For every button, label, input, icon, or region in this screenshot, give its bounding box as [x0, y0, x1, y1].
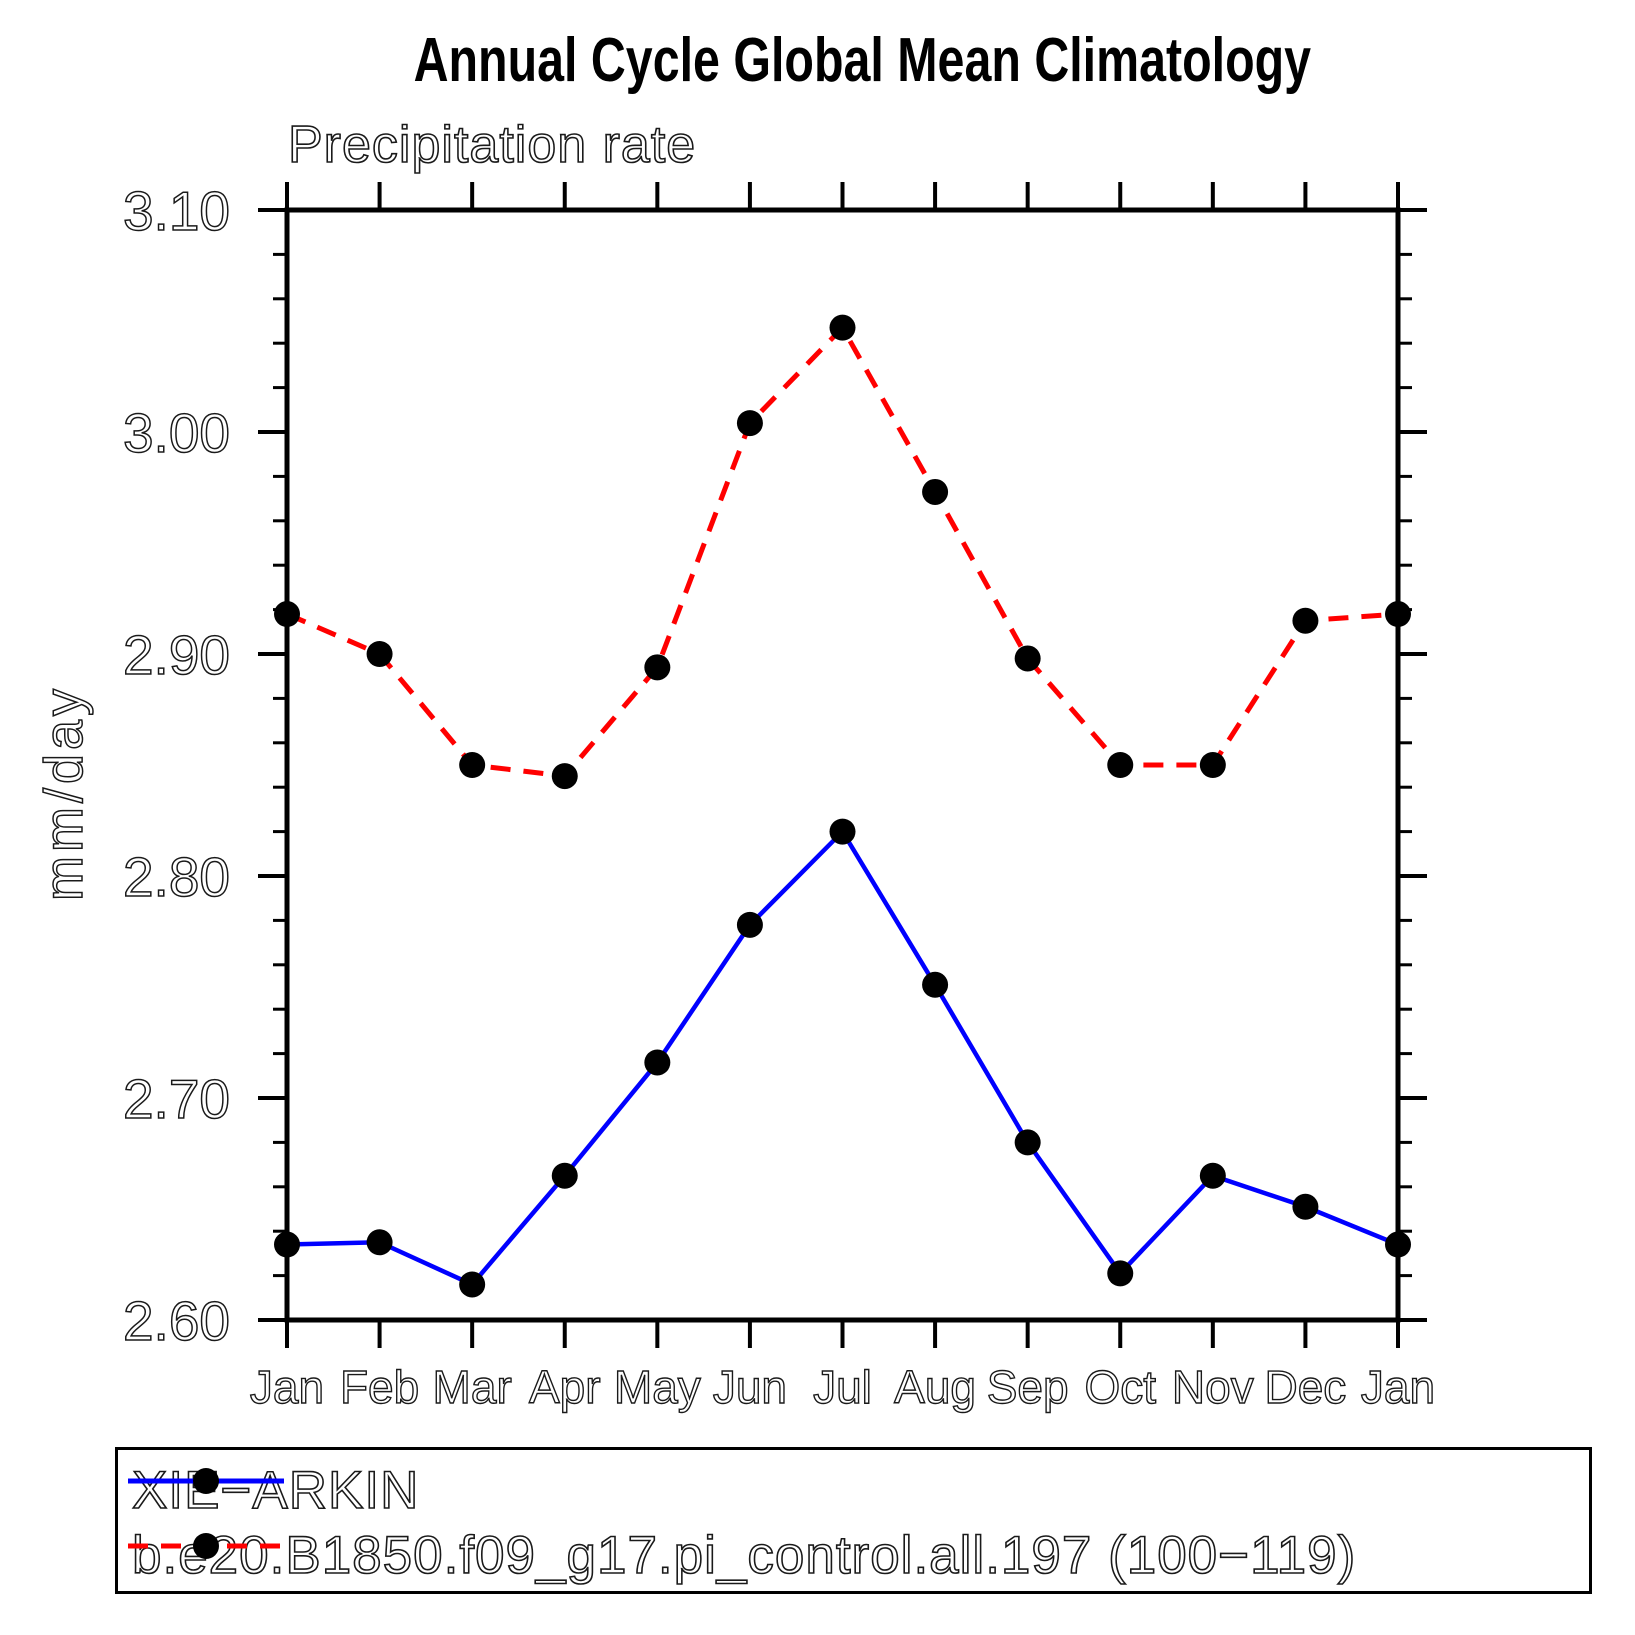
x-tick-label: Oct — [1084, 1361, 1156, 1413]
data-point-marker-series-0 — [1385, 1231, 1411, 1258]
y-axis-title: mm/day — [34, 685, 94, 901]
legend-entry-model: b.e20.B1850.f09_g17.pi_control.all.197 (… — [126, 1525, 1357, 1585]
series-line-0 — [286, 827, 1399, 1288]
data-point-marker-series-0 — [1107, 1260, 1134, 1287]
data-point-marker-series-0 — [829, 818, 856, 845]
data-point-marker-series-1 — [829, 314, 856, 341]
legend-line-sample-solid — [128, 1468, 284, 1494]
data-point-marker-series-0 — [274, 1231, 300, 1258]
data-point-marker-series-0 — [1199, 1162, 1226, 1189]
legend-box: XIE−ARKIN b.e20.B1850.f09_g17.pi_control… — [115, 1447, 1592, 1594]
data-point-marker-series-1 — [366, 641, 393, 667]
data-point-marker-series-1 — [644, 654, 671, 681]
x-tick-label: Nov — [1172, 1361, 1254, 1413]
y-tick-label: 2.70 — [123, 1068, 230, 1130]
data-point-marker-series-1 — [551, 763, 578, 790]
legend-entry-xie-arkin: XIE−ARKIN — [126, 1460, 420, 1520]
y-tick-label: 2.80 — [123, 846, 230, 908]
data-point-marker-series-1 — [922, 478, 949, 505]
x-tick-label: Feb — [340, 1361, 419, 1413]
data-point-marker-series-1 — [459, 752, 486, 778]
data-point-marker-series-1 — [1014, 645, 1041, 672]
x-tick-label: Mar — [433, 1361, 512, 1413]
data-point-marker-series-0 — [366, 1229, 393, 1256]
data-point-marker-series-0 — [736, 911, 763, 938]
x-tick-label: Aug — [894, 1361, 976, 1413]
series-line-1 — [286, 323, 1399, 779]
data-point-marker-series-1 — [1199, 752, 1226, 778]
x-tick-label: May — [614, 1361, 701, 1413]
legend-marker-dot — [193, 1468, 219, 1494]
y-tick-label: 3.00 — [123, 402, 230, 464]
x-tick-label: Dec — [1265, 1361, 1347, 1413]
x-tick-label: Jan — [250, 1361, 324, 1413]
data-point-marker-series-0 — [551, 1162, 578, 1189]
y-tick-label: 3.10 — [123, 180, 230, 242]
data-point-marker-series-0 — [644, 1049, 671, 1076]
x-tick-label: Jan — [1361, 1361, 1435, 1413]
x-tick-label: Apr — [529, 1361, 601, 1413]
data-point-marker-series-1 — [736, 410, 763, 437]
data-point-marker-series-0 — [922, 971, 949, 998]
y-tick-label: 2.90 — [123, 624, 230, 686]
y-tick-label: 2.60 — [123, 1290, 230, 1352]
chart-subtitle: Precipitation rate — [287, 116, 697, 174]
data-point-marker-series-0 — [1292, 1193, 1319, 1220]
legend-marker-dot — [193, 1533, 219, 1559]
legend-line-sample-dashed — [128, 1533, 284, 1559]
data-point-marker-series-1 — [1385, 601, 1411, 628]
chart-title: Annual Cycle Global Mean Climatology — [287, 30, 1398, 92]
x-tick-label: Jun — [713, 1361, 787, 1413]
legend-label-model: b.e20.B1850.f09_g17.pi_control.all.197 (… — [131, 1525, 1357, 1585]
data-point-marker-series-1 — [1292, 607, 1319, 634]
plot-frame — [284, 207, 1401, 1323]
data-point-marker-series-1 — [1107, 752, 1134, 778]
legend-label-xie-arkin: XIE−ARKIN — [131, 1460, 420, 1520]
data-point-marker-series-1 — [274, 601, 300, 628]
data-point-marker-series-0 — [1014, 1129, 1041, 1156]
x-tick-label: Jul — [813, 1361, 872, 1413]
x-tick-label: Sep — [987, 1361, 1069, 1413]
chart-title-text: Annual Cycle Global Mean Climatology — [413, 26, 1312, 95]
data-point-marker-series-0 — [459, 1271, 486, 1298]
